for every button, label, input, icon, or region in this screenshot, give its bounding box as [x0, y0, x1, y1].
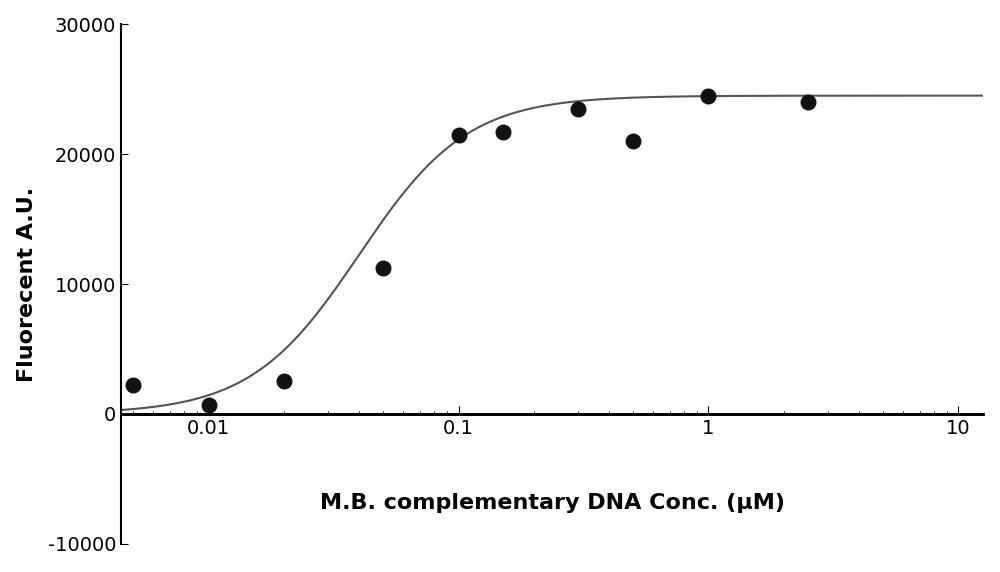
Point — [125, 381, 141, 390]
Point — [276, 377, 292, 386]
Point — [451, 130, 467, 139]
Point — [375, 264, 391, 273]
X-axis label: M.B. complementary DNA Conc. (μM): M.B. complementary DNA Conc. (μM) — [320, 493, 785, 513]
Point — [625, 137, 641, 146]
Point — [495, 128, 511, 137]
Point — [201, 400, 217, 410]
Point — [800, 98, 816, 107]
Point — [570, 104, 586, 113]
Y-axis label: Fluorecent A.U.: Fluorecent A.U. — [17, 186, 37, 382]
Point — [700, 91, 716, 100]
